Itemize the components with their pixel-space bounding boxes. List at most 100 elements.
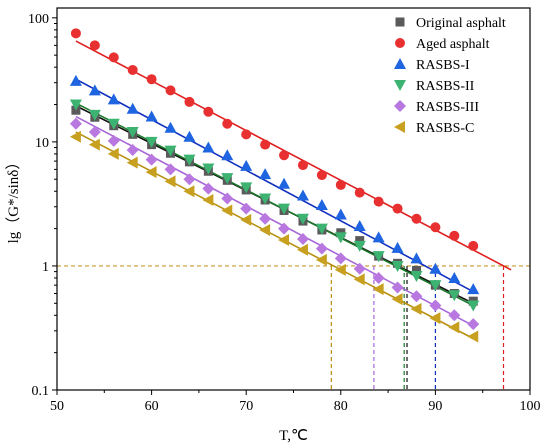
data-point-s3-9 xyxy=(221,149,234,161)
legend-marker-5 xyxy=(394,100,406,112)
data-point-s4-5 xyxy=(145,136,158,148)
data-point-s6-8 xyxy=(202,194,214,207)
legend-label-5: RASBS-III xyxy=(416,100,479,115)
data-point-s4-16 xyxy=(353,240,366,252)
fit-line-6 xyxy=(75,131,474,340)
data-point-s5-20 xyxy=(429,299,442,312)
data-point-s2-3 xyxy=(108,52,119,63)
data-point-s4-15 xyxy=(334,232,347,244)
data-point-s3-18 xyxy=(391,241,404,253)
data-point-s5-14 xyxy=(315,242,328,255)
data-point-s3-12 xyxy=(278,177,291,189)
data-point-s4-19 xyxy=(410,270,423,282)
data-point-s5-11 xyxy=(259,212,272,225)
data-point-s3-21 xyxy=(448,271,461,283)
data-point-s6-6 xyxy=(164,175,176,188)
fit-line-5 xyxy=(75,115,474,327)
legend: Original asphalt Aged asphalt RASBS-I RASBS… xyxy=(394,16,506,136)
legend-marker-6 xyxy=(394,121,405,133)
legend-label-1: Original asphalt xyxy=(416,16,506,31)
legend-marker-1 xyxy=(395,17,405,27)
fit-line-2 xyxy=(75,40,512,271)
data-point-s3-2 xyxy=(88,84,101,96)
data-point-s3-19 xyxy=(410,252,423,264)
data-point-s3-15 xyxy=(334,208,347,220)
data-point-s2-21 xyxy=(449,230,460,241)
y-tick-label: 100 xyxy=(28,12,49,27)
x-tick-label: 80 xyxy=(334,399,348,414)
data-point-s5-18 xyxy=(391,281,404,294)
fit-line-3 xyxy=(75,78,474,293)
data-point-s5-15 xyxy=(334,252,347,265)
data-point-s5-6 xyxy=(164,163,177,176)
data-point-s2-1 xyxy=(70,28,81,39)
legend-label-3: RASBS-I xyxy=(416,58,470,73)
data-point-s6-16 xyxy=(353,273,365,286)
data-point-s5-5 xyxy=(145,153,158,166)
legend-marker-4 xyxy=(394,80,406,91)
x-tick-label: 60 xyxy=(145,399,159,414)
data-point-s6-14 xyxy=(315,253,327,266)
data-point-s3-4 xyxy=(126,102,139,114)
data-point-s3-8 xyxy=(202,141,215,153)
legend-label-4: RASBS-II xyxy=(416,79,475,94)
data-point-s6-17 xyxy=(372,283,384,296)
data-point-s5-19 xyxy=(410,290,423,303)
data-point-s4-17 xyxy=(372,251,385,263)
data-point-s2-16 xyxy=(354,187,365,198)
data-point-s6-13 xyxy=(296,243,308,256)
fit-line-4 xyxy=(75,102,474,307)
axes: 50 60 70 80 90 100 0.1 1 10 100 xyxy=(28,7,541,414)
data-point-s6-10 xyxy=(240,213,252,226)
data-point-s3-20 xyxy=(429,262,442,274)
data-point-s1-16 xyxy=(355,236,365,246)
data-point-s5-8 xyxy=(202,182,215,195)
data-point-s6-4 xyxy=(126,156,138,169)
data-point-s4-3 xyxy=(107,118,120,130)
data-point-s3-11 xyxy=(259,168,272,180)
data-point-s2-14 xyxy=(316,170,327,181)
data-point-s3-3 xyxy=(107,93,120,105)
data-point-s6-19 xyxy=(410,302,422,315)
legend-label-6: RASBS-C xyxy=(416,121,474,136)
data-point-s5-17 xyxy=(372,271,385,284)
data-point-s4-13 xyxy=(296,213,309,225)
data-point-s3-17 xyxy=(372,231,385,243)
data-point-s3-14 xyxy=(315,198,328,210)
data-point-s2-20 xyxy=(430,222,441,233)
data-point-s4-12 xyxy=(278,203,291,215)
x-axis-title: T,℃ xyxy=(279,428,308,444)
data-point-s2-5 xyxy=(146,74,157,85)
legend-marker-2 xyxy=(395,38,405,48)
data-point-s4-2 xyxy=(88,109,101,121)
data-point-s5-16 xyxy=(353,262,366,275)
data-point-s4-1 xyxy=(69,99,82,111)
data-point-s2-4 xyxy=(127,64,138,75)
data-point-s4-18 xyxy=(391,260,404,272)
data-point-s4-7 xyxy=(183,154,196,166)
data-point-s4-8 xyxy=(202,163,215,175)
y-tick-label: 1 xyxy=(42,260,49,275)
data-point-s6-11 xyxy=(259,223,271,236)
data-point-s6-18 xyxy=(391,293,403,306)
data-point-s5-3 xyxy=(107,134,120,147)
data-point-s6-9 xyxy=(221,204,233,217)
data-point-s6-2 xyxy=(88,138,100,151)
data-point-s5-21 xyxy=(448,309,461,322)
data-point-s2-19 xyxy=(411,213,422,224)
data-point-s4-4 xyxy=(126,127,139,139)
legend-marker-3 xyxy=(394,58,406,69)
plot-area xyxy=(57,28,530,390)
data-point-s2-8 xyxy=(203,106,214,117)
x-tick-label: 50 xyxy=(50,399,64,414)
data-point-s6-1 xyxy=(69,130,81,143)
data-point-s6-20 xyxy=(429,312,441,325)
data-point-s4-10 xyxy=(240,182,253,194)
data-point-s4-11 xyxy=(259,193,272,205)
data-point-s5-22 xyxy=(467,318,480,331)
data-point-s1-19 xyxy=(411,265,421,275)
data-point-s6-3 xyxy=(107,147,119,160)
data-point-s6-15 xyxy=(334,263,346,276)
data-point-s2-11 xyxy=(260,139,271,150)
